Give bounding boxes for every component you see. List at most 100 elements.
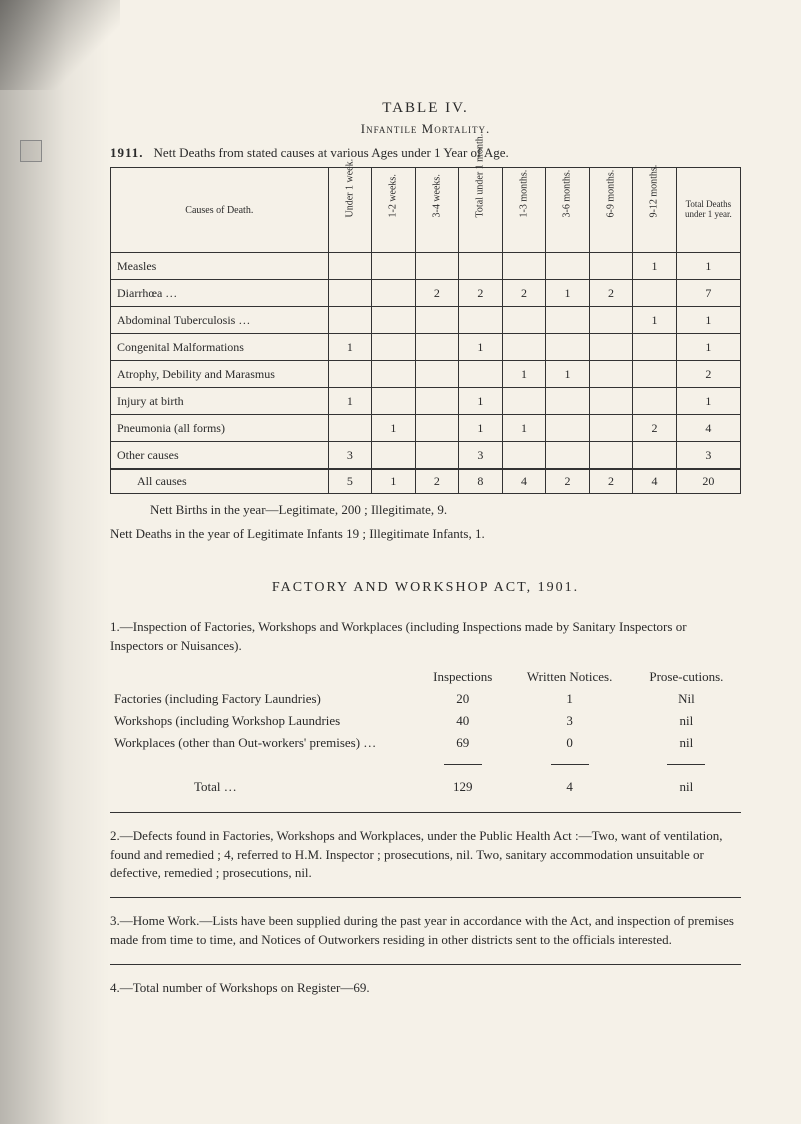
value-cell: 4 xyxy=(676,415,740,442)
value-cell xyxy=(372,388,416,415)
insp-label-cell: Factories (including Factory Laundries) xyxy=(110,688,418,710)
mortality-table: Causes of Death. Under 1 week. 1-2 weeks… xyxy=(110,167,741,494)
value-cell xyxy=(546,442,590,470)
value-cell xyxy=(328,361,372,388)
para-1: 1.—Inspection of Factories, Workshops an… xyxy=(110,618,741,656)
value-cell: 1 xyxy=(676,388,740,415)
insp-value-cell: 69 xyxy=(418,732,507,754)
page: TABLE IV. Infantile Mortality. 1911. Net… xyxy=(0,0,801,1124)
insp-value-cell: 3 xyxy=(507,710,631,732)
col-cause-label: Causes of Death. xyxy=(185,205,253,216)
year-number: 1911. xyxy=(110,145,144,161)
mortality-table-head: Causes of Death. Under 1 week. 1-2 weeks… xyxy=(111,168,741,253)
insp-value-cell: nil xyxy=(632,732,741,754)
total-value-cell: 2 xyxy=(546,469,590,494)
insp-value-cell: 20 xyxy=(418,688,507,710)
value-cell xyxy=(546,334,590,361)
value-cell xyxy=(502,253,546,280)
insp-total-value: nil xyxy=(632,776,741,798)
value-cell xyxy=(502,388,546,415)
value-cell: 1 xyxy=(372,415,416,442)
cause-cell: Measles xyxy=(111,253,329,280)
value-cell: 2 xyxy=(415,280,459,307)
value-cell: 2 xyxy=(502,280,546,307)
insp-value-cell: 1 xyxy=(507,688,631,710)
value-cell: 1 xyxy=(459,334,503,361)
value-cell xyxy=(372,442,416,470)
gutter-shadow xyxy=(0,0,110,1124)
insp-value-cell: nil xyxy=(632,710,741,732)
factory-act-title: FACTORY AND WORKSHOP ACT, 1901. xyxy=(110,580,741,596)
value-cell: 3 xyxy=(328,442,372,470)
table-total-row: All causes5128422420 xyxy=(111,469,741,494)
value-cell xyxy=(502,307,546,334)
value-cell: 1 xyxy=(459,388,503,415)
value-cell xyxy=(546,253,590,280)
cause-cell: Abdominal Tuberculosis … xyxy=(111,307,329,334)
short-rule xyxy=(551,764,589,765)
year-line: 1911. Nett Deaths from stated causes at … xyxy=(110,145,741,161)
value-cell xyxy=(502,334,546,361)
table-row: Measles11 xyxy=(111,253,741,280)
value-cell: 1 xyxy=(328,388,372,415)
insp-total-label: Total … xyxy=(110,776,418,798)
value-cell xyxy=(328,280,372,307)
insp-col-notices: Written Notices. xyxy=(507,666,631,688)
insp-value-cell: Nil xyxy=(632,688,741,710)
insp-value-cell: 40 xyxy=(418,710,507,732)
cause-cell: Atrophy, Debility and Marasmus xyxy=(111,361,329,388)
value-cell: 1 xyxy=(546,361,590,388)
value-cell xyxy=(328,415,372,442)
insp-col-prosecutions: Prose-cutions. xyxy=(632,666,741,688)
value-cell xyxy=(372,253,416,280)
value-cell: 2 xyxy=(676,361,740,388)
col-total-1yr: Total Deaths under 1 year. xyxy=(676,168,740,253)
para-2: 2.—Defects found in Factories, Workshops… xyxy=(110,827,741,884)
total-value-cell: 5 xyxy=(328,469,372,494)
insp-value-cell: 0 xyxy=(507,732,631,754)
total-value-cell: 1 xyxy=(372,469,416,494)
value-cell: 3 xyxy=(676,442,740,470)
margin-mark xyxy=(20,140,42,162)
insp-total-row: Total …1294nil xyxy=(110,776,741,798)
table-subtitle: Infantile Mortality. xyxy=(110,121,741,137)
value-cell xyxy=(459,361,503,388)
value-cell: 1 xyxy=(502,361,546,388)
insp-total-value: 129 xyxy=(418,776,507,798)
value-cell xyxy=(633,280,677,307)
rule-1 xyxy=(110,812,741,813)
col-1-3mo: 1-3 months. xyxy=(502,168,546,253)
insp-col-inspections: Inspections xyxy=(418,666,507,688)
total-value-cell: 2 xyxy=(589,469,633,494)
value-cell xyxy=(589,388,633,415)
value-cell xyxy=(589,334,633,361)
value-cell xyxy=(415,334,459,361)
table-row: Injury at birth111 xyxy=(111,388,741,415)
value-cell: 2 xyxy=(459,280,503,307)
value-cell: 7 xyxy=(676,280,740,307)
value-cell: 1 xyxy=(676,307,740,334)
insp-total-value: 4 xyxy=(507,776,631,798)
value-cell xyxy=(633,388,677,415)
inspections-header-row: Inspections Written Notices. Prose-cutio… xyxy=(110,666,741,688)
value-cell xyxy=(589,253,633,280)
table-row: Atrophy, Debility and Marasmus 11 2 xyxy=(111,361,741,388)
insp-label-cell: Workplaces (other than Out-workers' prem… xyxy=(110,732,418,754)
value-cell: 1 xyxy=(459,415,503,442)
value-cell: 2 xyxy=(633,415,677,442)
col-3-6mo: 3-6 months. xyxy=(546,168,590,253)
list-item: Factories (including Factory Laundries)2… xyxy=(110,688,741,710)
total-value-cell: 20 xyxy=(676,469,740,494)
value-cell xyxy=(415,442,459,470)
value-cell: 1 xyxy=(502,415,546,442)
value-cell xyxy=(415,388,459,415)
value-cell: 2 xyxy=(589,280,633,307)
rule-3 xyxy=(110,964,741,965)
cause-cell: Other causes xyxy=(111,442,329,470)
value-cell: 1 xyxy=(676,253,740,280)
table-row: Pneumonia (all forms)11124 xyxy=(111,415,741,442)
value-cell xyxy=(328,253,372,280)
value-cell xyxy=(589,361,633,388)
total-value-cell: 4 xyxy=(502,469,546,494)
corner-shadow xyxy=(0,0,120,90)
